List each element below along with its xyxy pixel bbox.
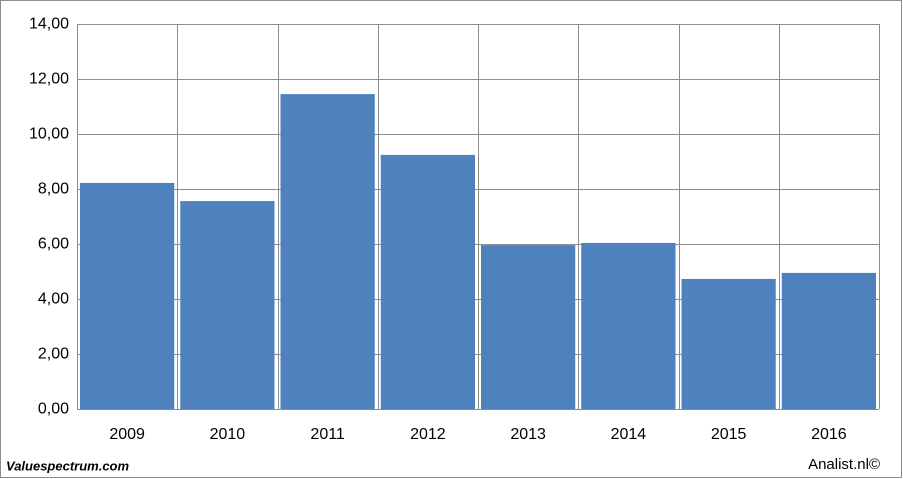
x-tick-label: 2015 <box>711 426 747 443</box>
y-tick-label: 2,00 <box>38 346 69 363</box>
bar <box>681 278 776 409</box>
bar <box>781 272 876 409</box>
source-label: Valuespectrum.com <box>6 458 130 473</box>
credit-label: Analist.nl© <box>808 456 880 473</box>
x-tick-label: 2011 <box>310 426 345 443</box>
y-tick-label: 12,00 <box>29 71 69 88</box>
x-tick-label: 2009 <box>109 426 145 443</box>
y-tick-label: 8,00 <box>38 181 69 198</box>
y-tick-label: 0,00 <box>38 401 69 418</box>
x-tick-label: 2012 <box>410 426 446 443</box>
x-tick-label: 2013 <box>510 426 546 443</box>
bar <box>581 242 676 409</box>
bar <box>481 245 576 409</box>
y-tick-label: 4,00 <box>38 291 69 308</box>
y-tick-label: 6,00 <box>38 236 69 253</box>
y-tick-label: 14,00 <box>29 16 69 33</box>
bar <box>80 182 175 409</box>
bar <box>380 154 475 409</box>
x-tick-label: 2014 <box>611 426 647 443</box>
x-tick-label: 2016 <box>811 426 847 443</box>
y-tick-label: 10,00 <box>29 126 69 143</box>
bar <box>280 94 375 409</box>
bar <box>180 201 275 409</box>
x-tick-label: 2010 <box>210 426 246 443</box>
